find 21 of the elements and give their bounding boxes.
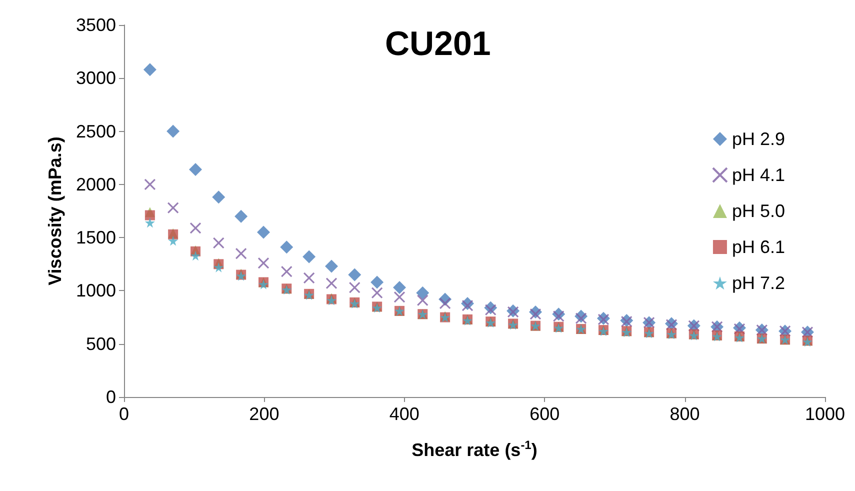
y-tick-label: 3500 — [76, 15, 116, 35]
legend-label: pH 5.0 — [732, 201, 786, 221]
x-tick-label: 0 — [118, 404, 130, 424]
x-tick-label: 400 — [389, 404, 420, 424]
legend-label: pH 6.1 — [732, 237, 786, 257]
legend-label: pH 7.2 — [732, 273, 786, 293]
y-tick-label: 2500 — [76, 121, 116, 142]
y-tick-label: 500 — [86, 334, 116, 354]
x-tick-label: 800 — [670, 404, 700, 424]
y-tick-label: 1000 — [76, 280, 116, 301]
legend-label: pH 4.1 — [732, 165, 786, 185]
y-tick-label: 1500 — [76, 228, 116, 248]
y-tick-label: 2000 — [76, 174, 116, 194]
x-tick-label: 1000 — [804, 404, 846, 424]
legend-label: pH 2.9 — [732, 129, 786, 149]
y-tick-label: 0 — [106, 387, 116, 407]
x-tick-label: 600 — [530, 404, 560, 424]
chart-title: CU201 — [385, 25, 491, 63]
x-tick-label: 200 — [249, 404, 280, 424]
y-tick-label: 3000 — [76, 68, 116, 88]
y-axis-title: Viscosity (mPa.s) — [45, 136, 65, 286]
